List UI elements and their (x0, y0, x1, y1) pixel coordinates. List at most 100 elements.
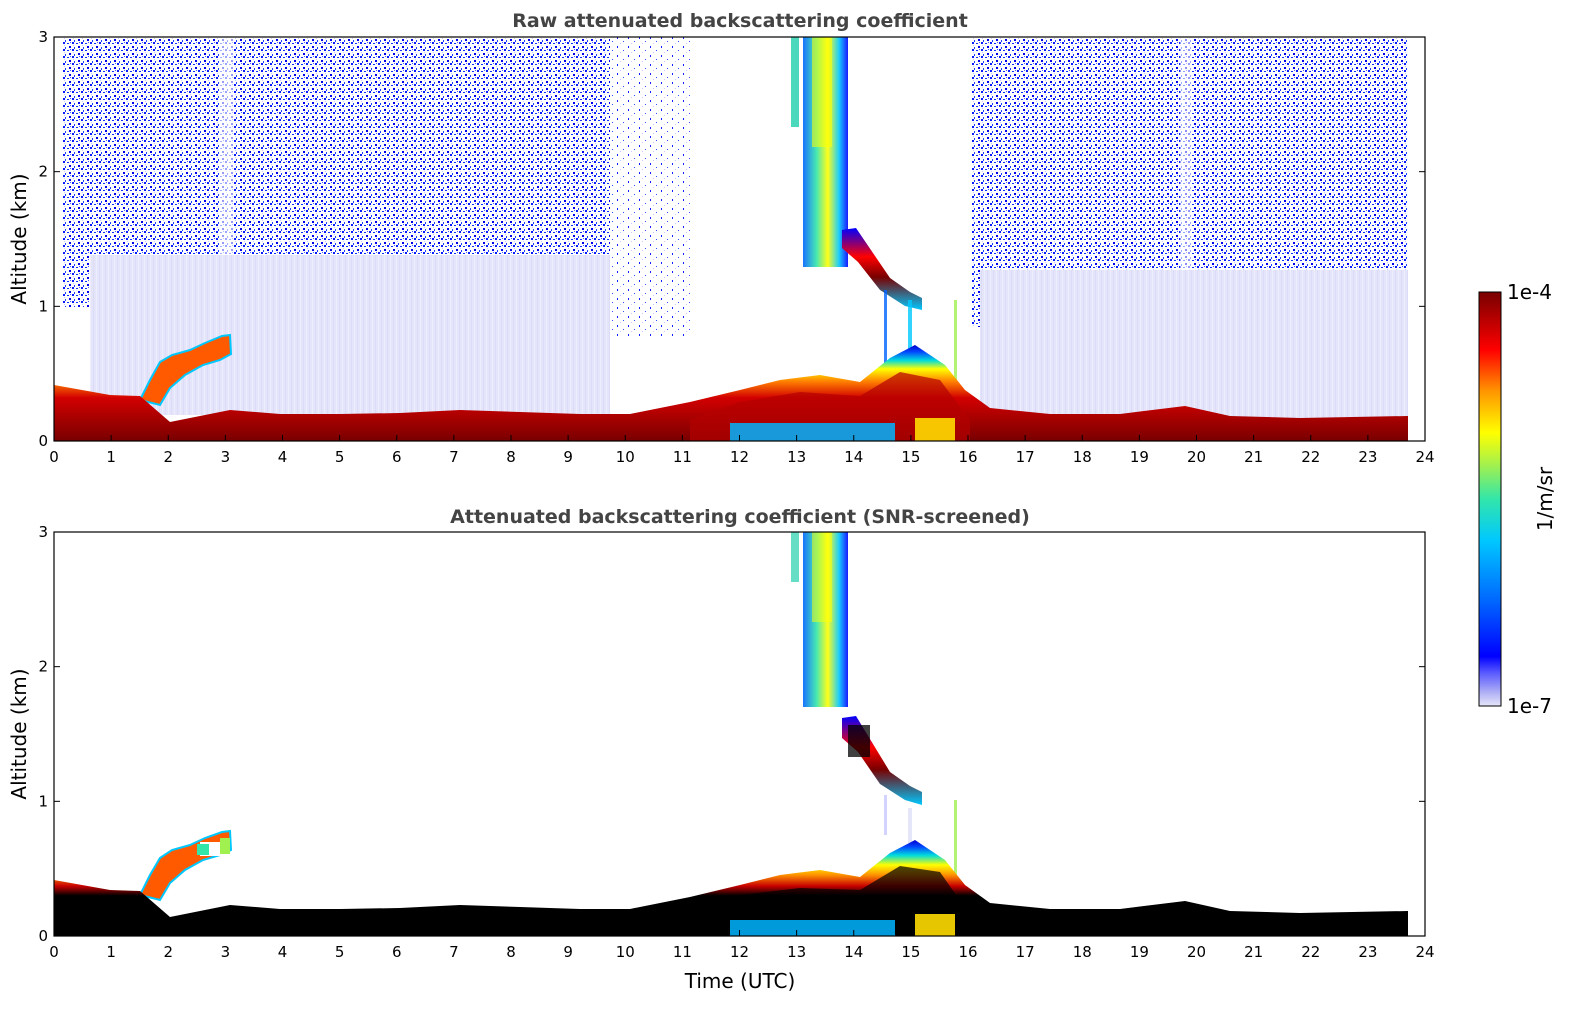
plot-background (54, 532, 1425, 936)
elevated-aerosol-layer (138, 333, 233, 407)
fall-streak (954, 300, 957, 420)
aerosol-fragment (197, 844, 209, 855)
x-tick-label: 19 (1130, 448, 1149, 466)
x-tick-label: 12 (730, 448, 749, 466)
heatmap-raw (54, 37, 1425, 441)
x-tick-label: 5 (335, 943, 345, 961)
x-tick-label: 2 (163, 448, 173, 466)
x-tick-label: 17 (1016, 943, 1035, 961)
x-tick-label: 19 (1130, 943, 1149, 961)
x-tick-label: 15 (901, 943, 920, 961)
precip-streak (791, 532, 799, 582)
y-tick-label: 0 (38, 927, 48, 945)
x-tick-label: 16 (958, 448, 977, 466)
colorbar-max-label: 1e-4 (1507, 280, 1552, 304)
x-tick-label: 11 (673, 448, 692, 466)
fall-streak (954, 800, 957, 880)
noise-gap (1180, 37, 1192, 337)
x-tick-label: 21 (1244, 943, 1263, 961)
x-tick-label: 22 (1301, 943, 1320, 961)
ylabel-snr: Altitude (km) (7, 668, 31, 799)
cloud-saturated (848, 725, 870, 757)
x-tick-label: 13 (787, 943, 806, 961)
precip-core (812, 37, 832, 147)
saturated-region (690, 866, 970, 936)
x-tick-label: 18 (1073, 448, 1092, 466)
precip-at-surface (915, 914, 955, 936)
heatmap-snr (54, 532, 1425, 936)
colorbar-unit-label: 1/m/sr (1533, 466, 1557, 531)
no-data-region (1408, 37, 1425, 441)
x-tick-label: 3 (221, 943, 231, 961)
x-tick-label: 15 (901, 448, 920, 466)
x-tick-label: 24 (1415, 943, 1434, 961)
y-tick-label: 2 (38, 163, 48, 181)
title-snr: Attenuated backscattering coefficient (S… (450, 506, 1030, 528)
x-tick-label: 18 (1073, 943, 1092, 961)
x-tick-label: 1 (106, 448, 116, 466)
cloud-layer (842, 228, 922, 310)
x-tick-label: 5 (335, 448, 345, 466)
aerosol-fragment (220, 838, 230, 854)
x-tick-label: 23 (1358, 943, 1377, 961)
x-tick-label: 23 (1358, 448, 1377, 466)
colorbar: 1e-4 1e-7 1/m/sr (1478, 280, 1557, 718)
x-tick-label: 1 (106, 943, 116, 961)
haze-region-morning (90, 255, 610, 415)
colorbar-min-label: 1e-7 (1507, 694, 1552, 718)
x-tick-label: 9 (563, 943, 573, 961)
fall-streak (884, 795, 887, 835)
title-raw: Raw attenuated backscattering coefficien… (512, 10, 968, 32)
x-tick-label: 9 (563, 448, 573, 466)
x-tick-label: 22 (1301, 448, 1320, 466)
x-tick-label: 4 (278, 943, 288, 961)
y-ticks-snr: 0 1 2 3 (38, 523, 1425, 945)
y-tick-label: 2 (38, 658, 48, 676)
x-tick-label: 7 (449, 943, 459, 961)
x-tick-label: 24 (1415, 448, 1434, 466)
y-tick-label: 0 (38, 432, 48, 450)
x-tick-label: 4 (278, 448, 288, 466)
x-tick-label: 7 (449, 448, 459, 466)
x-tick-label: 3 (221, 448, 231, 466)
x-tick-label: 12 (730, 943, 749, 961)
x-tick-label: 8 (506, 943, 516, 961)
x-tick-label: 2 (163, 943, 173, 961)
fall-streak (908, 808, 912, 843)
x-tick-label: 6 (392, 943, 402, 961)
y-tick-label: 3 (38, 28, 48, 46)
x-tick-label: 10 (616, 943, 635, 961)
precip-streak (791, 37, 799, 127)
x-tick-label: 0 (49, 943, 59, 961)
boundary-layer (54, 840, 1408, 936)
x-tick-label: 20 (1187, 943, 1206, 961)
no-data-region (1408, 532, 1425, 936)
y-tick-label: 1 (38, 792, 48, 810)
precip-at-surface (915, 418, 955, 441)
y-tick-label: 3 (38, 523, 48, 541)
x-tick-label: 17 (1016, 448, 1035, 466)
x-tick-label: 11 (673, 943, 692, 961)
ylabel-raw: Altitude (km) (7, 173, 31, 304)
x-tick-label: 20 (1187, 448, 1206, 466)
y-ticks-raw: 0 1 2 3 (38, 28, 1425, 450)
x-tick-label: 8 (506, 448, 516, 466)
x-ticks-snr: 0 1 2 3 4 5 6 7 8 9 10 11 12 13 14 15 16 17 18 19 20 21 22 23 24 (49, 930, 1435, 961)
x-tick-label: 0 (49, 448, 59, 466)
xlabel: Time (UTC) (684, 969, 796, 993)
y-tick-label: 1 (38, 297, 48, 315)
colorbar-gradient (1478, 291, 1502, 707)
precip-core (812, 532, 832, 622)
x-tick-label: 16 (958, 943, 977, 961)
attenuated-region (730, 920, 895, 936)
boundary-layer (54, 345, 1408, 441)
noise-region-midday (610, 37, 690, 337)
x-ticks-raw: 0 1 2 3 4 5 6 7 8 9 10 11 12 13 14 15 16 17 18 19 20 21 22 23 24 (49, 435, 1435, 466)
x-tick-label: 6 (392, 448, 402, 466)
x-tick-label: 10 (616, 448, 635, 466)
x-tick-label: 13 (787, 448, 806, 466)
haze-region-evening (980, 270, 1408, 420)
x-tick-label: 14 (844, 943, 863, 961)
x-tick-label: 14 (844, 448, 863, 466)
